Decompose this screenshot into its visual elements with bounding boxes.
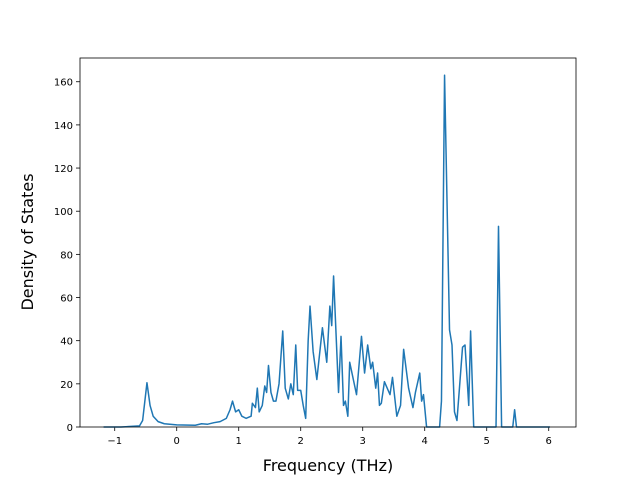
- x-tick-label: 6: [546, 436, 552, 447]
- y-tick-label: 20: [60, 380, 73, 391]
- plot-frame: [79, 57, 577, 428]
- y-tick-label: 0: [67, 423, 73, 434]
- y-tick-label: 40: [60, 337, 73, 348]
- x-tick-label: −1: [107, 436, 122, 447]
- y-tick-label: 160: [54, 78, 73, 89]
- y-tick-label: 120: [54, 164, 73, 175]
- x-tick-label: 5: [484, 436, 490, 447]
- x-axis-label: Frequency (THz): [263, 456, 393, 475]
- x-tick-label: 4: [422, 436, 428, 447]
- y-tick-label: 80: [60, 250, 73, 261]
- y-tick-label: 100: [54, 207, 73, 218]
- y-tick-label: 140: [54, 121, 73, 132]
- x-tick-label: 2: [298, 436, 304, 447]
- x-tick-label: 3: [360, 436, 366, 447]
- line: [103, 74, 550, 428]
- y-tick-label: 60: [60, 294, 73, 305]
- y-axis-label: Density of States: [18, 173, 37, 310]
- x-tick-label: 0: [174, 436, 180, 447]
- x-tick-label: 1: [236, 436, 242, 447]
